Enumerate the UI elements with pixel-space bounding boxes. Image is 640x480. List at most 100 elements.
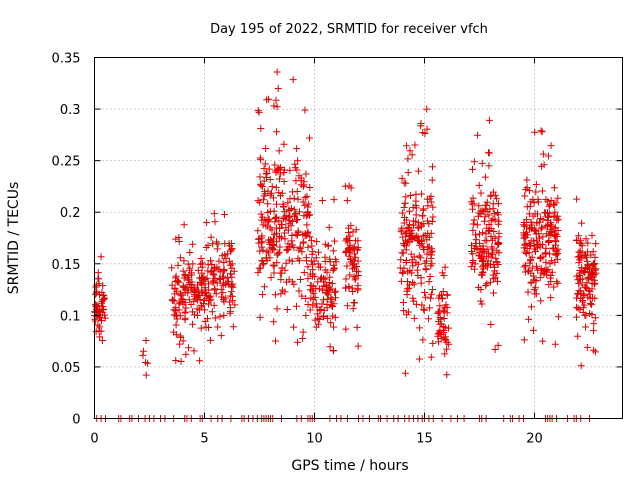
data-point: [553, 212, 561, 220]
data-point: [256, 198, 264, 206]
data-point: [441, 350, 449, 358]
data-point: [327, 319, 335, 327]
data-point: [173, 287, 181, 295]
data-point: [585, 287, 593, 295]
data-point: [229, 323, 237, 331]
data-point: [352, 274, 360, 282]
data-point: [482, 230, 490, 238]
data-point: [485, 211, 493, 219]
data-point: [273, 68, 281, 76]
data-point: [474, 212, 482, 220]
data-point: [495, 233, 503, 241]
data-point: [531, 128, 539, 136]
data-point: [290, 280, 298, 288]
data-point: [276, 269, 284, 277]
data-point: [470, 216, 478, 224]
data-point: [532, 188, 540, 196]
data-point: [172, 357, 180, 365]
data-point: [521, 192, 529, 200]
data-point: [417, 274, 425, 282]
data-point: [292, 209, 300, 217]
data-point: [537, 127, 545, 135]
data-point: [406, 238, 414, 246]
data-point: [588, 285, 596, 293]
data-point: [350, 243, 358, 251]
data-point: [332, 258, 340, 266]
data-point: [469, 226, 477, 234]
y-tick-label: 0: [72, 413, 80, 428]
data-point: [214, 323, 222, 331]
data-point: [403, 291, 411, 299]
x-tick-label: 5: [200, 432, 208, 447]
data-point: [478, 258, 486, 266]
data-point: [342, 325, 350, 333]
data-point: [319, 278, 327, 286]
data-point: [490, 228, 498, 236]
data-point: [304, 228, 312, 236]
data-point: [191, 287, 199, 295]
data-point: [277, 234, 285, 242]
data-point: [437, 330, 445, 338]
y-tick-label: 0.1: [60, 309, 81, 324]
data-point: [354, 244, 362, 252]
data-point: [295, 287, 303, 295]
data-point: [211, 286, 219, 294]
data-point: [260, 187, 268, 195]
data-point: [181, 308, 189, 316]
data-point: [91, 317, 99, 325]
data-point: [405, 281, 413, 289]
data-point: [284, 199, 292, 207]
data-point: [485, 149, 493, 157]
data-point: [439, 287, 447, 295]
data-point: [186, 248, 194, 256]
data-point: [402, 229, 410, 237]
data-point: [544, 197, 552, 205]
data-point: [591, 348, 599, 356]
data-point: [343, 302, 351, 310]
data-point: [536, 274, 544, 282]
data-point: [405, 223, 413, 231]
data-point: [442, 301, 450, 309]
data-point: [524, 288, 532, 296]
data-point: [196, 357, 204, 365]
data-point: [99, 296, 107, 304]
data-point: [299, 334, 307, 342]
y-tick-label: 0.3: [60, 103, 81, 118]
data-point: [254, 197, 262, 205]
data-point: [294, 195, 302, 203]
data-point: [437, 320, 445, 328]
data-point: [185, 296, 193, 304]
data-point: [216, 313, 224, 321]
data-point: [553, 216, 561, 224]
data-point: [300, 269, 308, 277]
data-point: [583, 343, 591, 351]
data-point: [304, 203, 312, 211]
data-point: [428, 176, 436, 184]
data-point: [481, 236, 489, 244]
data-point: [525, 210, 533, 218]
data-point: [274, 84, 282, 92]
data-point: [298, 248, 306, 256]
data-point: [323, 300, 331, 308]
data-point: [331, 237, 339, 245]
data-point: [204, 267, 212, 275]
data-point: [202, 323, 210, 331]
data-point: [217, 285, 225, 293]
data-point: [353, 323, 361, 331]
data-point: [314, 248, 322, 256]
data-point: [584, 239, 592, 247]
data-point: [403, 311, 411, 319]
data-point: [532, 284, 540, 292]
data-point: [197, 260, 205, 268]
data-point: [576, 306, 584, 314]
data-point: [272, 167, 280, 175]
data-point: [573, 313, 580, 321]
data-point: [169, 296, 177, 304]
x-tick-label: 15: [416, 432, 433, 447]
data-point: [589, 327, 597, 335]
data-point: [270, 194, 278, 202]
data-point: [490, 289, 498, 297]
data-point: [259, 291, 267, 299]
data-point: [419, 212, 427, 220]
